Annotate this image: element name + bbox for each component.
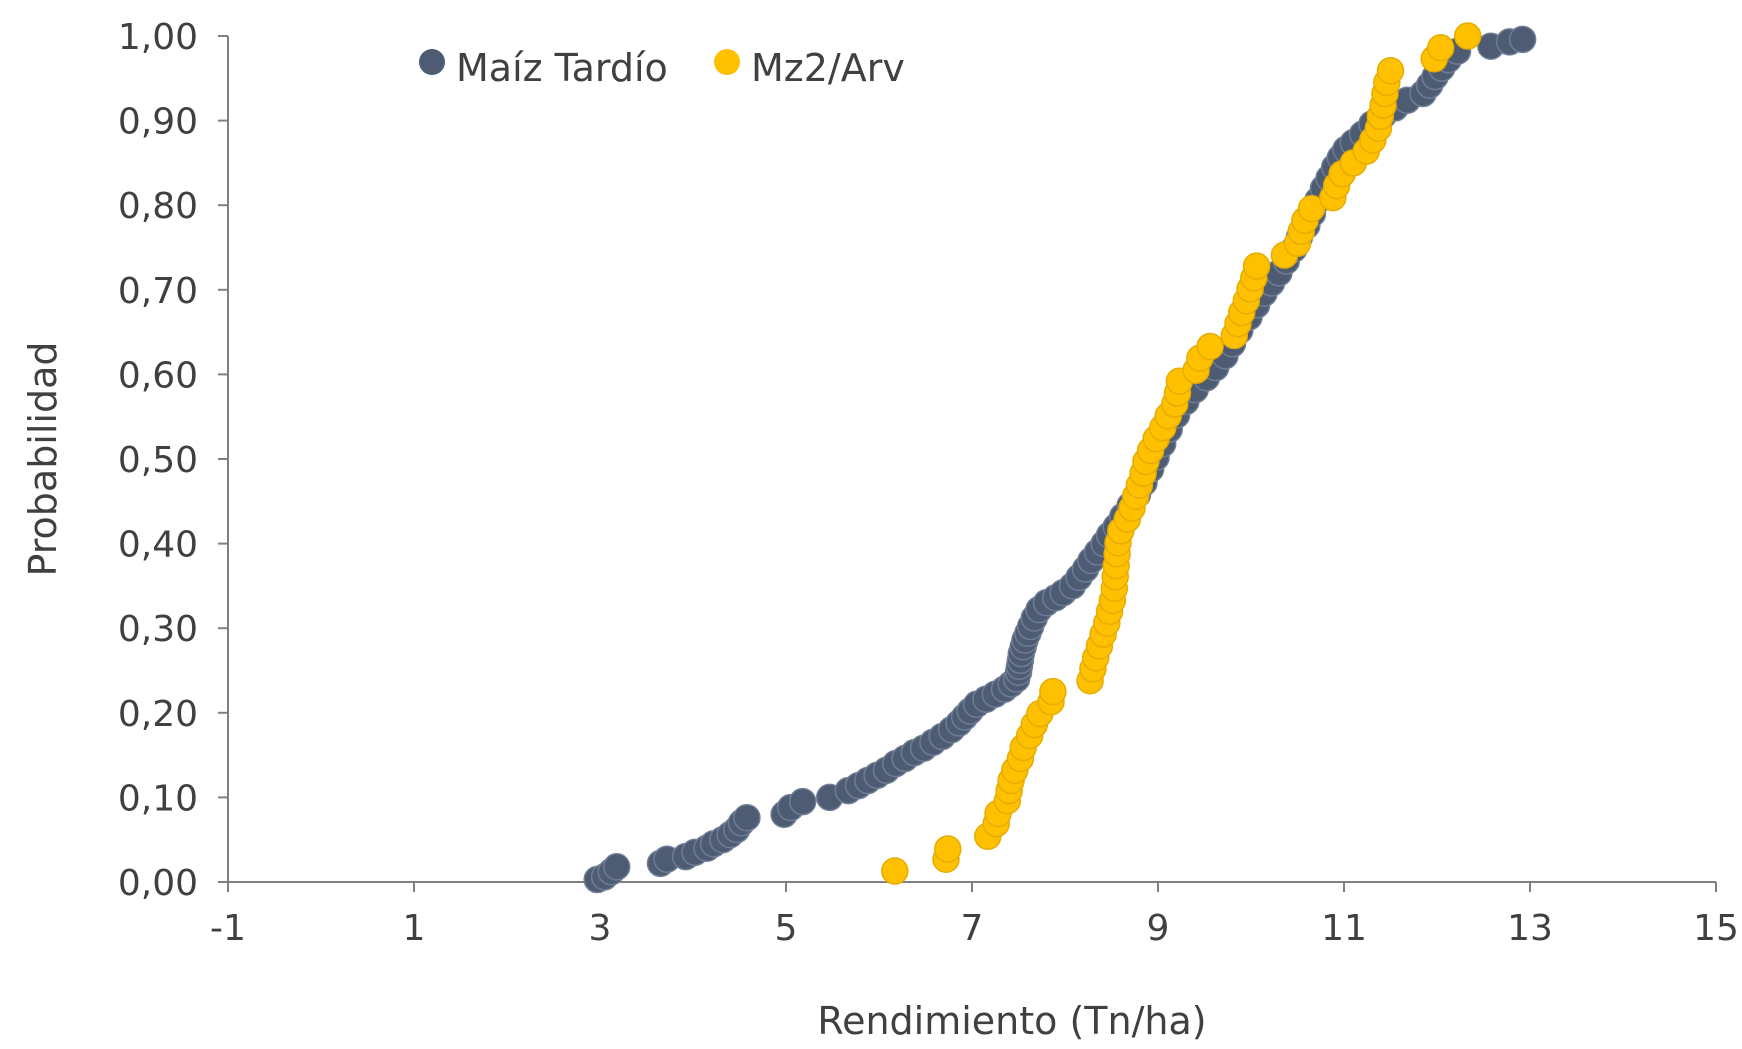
series-layer <box>583 22 1537 894</box>
data-point-mz2-arv <box>1242 252 1271 280</box>
series-mz2-arv <box>881 22 1482 885</box>
x-tick-label: 11 <box>1321 908 1367 949</box>
y-axis: 0,00 0,10 0,20 0,30 0,40 0,50 0,60 0,70 0,80 0,90… <box>118 17 229 904</box>
plot-area: 0,00 0,10 0,20 0,30 0,40 0,50 0,60 0,70 0,80 0,90… <box>118 17 1739 949</box>
legend-item-mz2-arv: Mz2/Arv <box>714 46 905 90</box>
x-tick-label: 15 <box>1693 908 1739 949</box>
y-tick-label: 0,80 <box>118 186 198 227</box>
y-tick-label: 0,60 <box>118 355 198 396</box>
data-point-mz2-arv <box>1196 332 1224 361</box>
data-point-maiz-tardio <box>788 787 817 816</box>
x-axis-title: Rendimiento (Tn/ha) <box>817 999 1206 1043</box>
y-tick-label: 0,30 <box>118 609 198 650</box>
x-tick-label: 7 <box>961 908 984 949</box>
y-tick-label: 0,50 <box>118 440 198 481</box>
y-tick-label: 0,40 <box>118 525 198 566</box>
data-point-mz2-arv <box>1453 22 1482 50</box>
data-point-maiz-tardio <box>1508 25 1537 54</box>
y-tick-label: 0,20 <box>118 694 198 735</box>
x-tick-label: 9 <box>1147 908 1170 949</box>
x-tick-label: -1 <box>210 908 246 949</box>
legend-label-mz2-arv: Mz2/Arv <box>751 46 905 90</box>
data-point-mz2-arv <box>1297 194 1326 223</box>
y-tick-label: 0,10 <box>118 778 198 819</box>
y-tick-label: 0,70 <box>118 271 198 312</box>
data-point-maiz-tardio <box>733 803 761 832</box>
x-axis: -1 1 3 5 7 9 11 13 15 <box>210 881 1739 949</box>
data-point-mz2-arv <box>934 835 962 863</box>
x-tick-label: 1 <box>403 908 426 949</box>
data-point-mz2-arv <box>1426 34 1455 62</box>
y-tick-label: 1,00 <box>118 17 198 58</box>
legend-marker-maiz-tardio <box>419 49 445 75</box>
data-point-maiz-tardio <box>602 853 631 881</box>
y-axis-title: Probabilidad <box>21 341 65 576</box>
x-tick-label: 3 <box>589 908 612 949</box>
data-point-mz2-arv <box>1376 56 1405 85</box>
data-point-mz2-arv <box>881 857 909 885</box>
y-tick-label: 0,90 <box>118 102 198 143</box>
legend: Maíz Tardío Mz2/Arv <box>419 46 905 90</box>
series-maiz-tardio <box>583 25 1537 894</box>
legend-item-maiz-tardio: Maíz Tardío <box>419 46 668 90</box>
y-tick-label: 0,00 <box>118 863 198 904</box>
legend-label-maiz-tardio: Maíz Tardío <box>456 46 668 90</box>
x-tick-label: 5 <box>775 908 798 949</box>
legend-marker-mz2-arv <box>714 49 740 75</box>
data-point-mz2-arv <box>1039 677 1067 706</box>
x-tick-label: 13 <box>1507 908 1553 949</box>
